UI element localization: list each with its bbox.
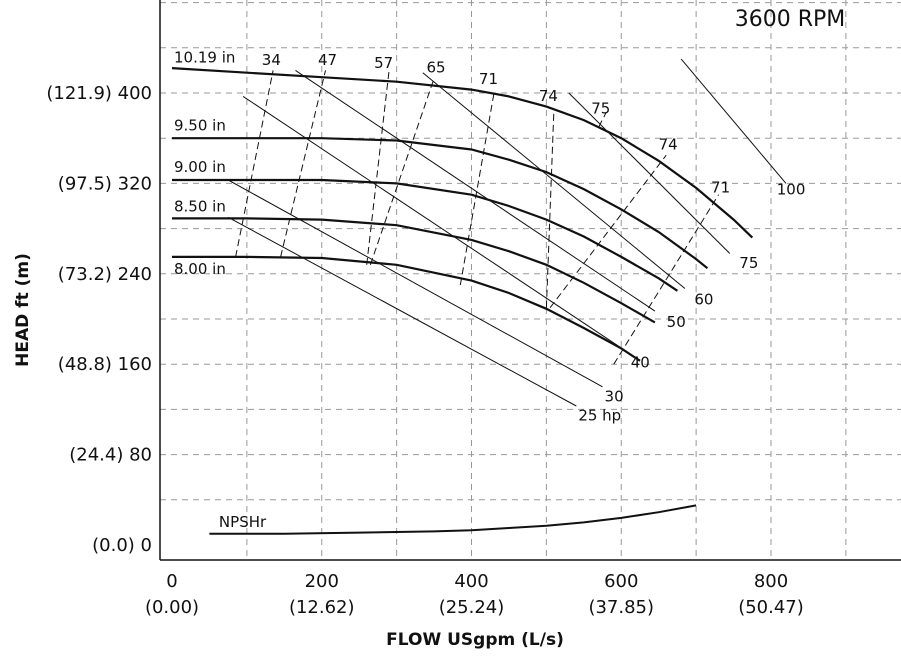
efficiency-label: 71 xyxy=(711,178,730,196)
impeller-curves xyxy=(171,67,754,362)
power-label: 60 xyxy=(694,290,713,308)
y-tick-label: (48.8) 160 xyxy=(58,354,152,375)
impeller-label: 8.50 in xyxy=(174,198,226,216)
x-tick-label: 0 xyxy=(166,571,177,592)
x-tick-sublabel: (37.85) xyxy=(588,597,654,618)
y-tick-label: (73.2) 240 xyxy=(58,264,152,285)
efficiency-curve xyxy=(280,70,326,258)
impeller-curve xyxy=(172,178,679,292)
axes xyxy=(159,0,901,561)
power-curve xyxy=(295,69,656,312)
y-tick-labels: (0.0) 0 (24.4) 80 (48.8) 160 (73.2) 240 (97.… xyxy=(46,83,152,556)
x-tick-sublabel: (25.24) xyxy=(439,597,505,618)
efficiency-curve xyxy=(366,70,390,265)
x-tick-labels: 0 (0.00) 200 (12.62) 400 (25.24) 600 (37.85) 800… xyxy=(145,571,804,618)
power-curve xyxy=(242,95,629,354)
y-tick-label: (0.0) 0 xyxy=(92,535,152,556)
npshr-label: NPSHr xyxy=(219,513,267,531)
x-tick-label: 800 xyxy=(754,571,788,592)
power-curve xyxy=(680,58,787,184)
x-tick-label: 600 xyxy=(604,571,638,592)
efficiency-label: 47 xyxy=(318,51,337,69)
power-label: 100 xyxy=(777,181,806,199)
impeller-label: 9.00 in xyxy=(174,158,226,176)
npshr-line xyxy=(209,504,697,535)
power-curve xyxy=(227,216,577,407)
impeller-curve xyxy=(172,255,641,362)
power-curve xyxy=(227,179,603,388)
efficiency-curve xyxy=(545,109,555,308)
npshr-curve xyxy=(209,504,697,535)
efficiency-label: 34 xyxy=(262,51,281,69)
efficiency-curve xyxy=(369,78,435,265)
power-label: 25 hp xyxy=(578,407,621,425)
impeller-label: 8.00 in xyxy=(174,260,226,278)
x-tick-label: 400 xyxy=(454,571,488,592)
x-tick-label: 200 xyxy=(305,571,339,592)
impeller-curve xyxy=(172,137,709,270)
x-tick-sublabel: (50.47) xyxy=(738,597,804,618)
efficiency-label: 65 xyxy=(427,59,446,77)
y-axis-title: HEAD ft (m) xyxy=(13,253,33,367)
efficiency-label: 74 xyxy=(539,87,558,105)
power-label: 40 xyxy=(631,354,650,372)
impeller-label: 10.19 in xyxy=(174,48,235,66)
x-tick-sublabel: (12.62) xyxy=(289,597,355,618)
grid-lines xyxy=(160,0,901,560)
impeller-label: 9.50 in xyxy=(174,116,226,134)
power-label: 75 xyxy=(739,254,758,272)
power-label: 30 xyxy=(605,387,624,405)
y-tick-label: (24.4) 80 xyxy=(69,445,152,466)
x-tick-sublabel: (0.00) xyxy=(145,597,199,618)
efficiency-curve xyxy=(235,70,274,257)
x-axis-title: FLOW USgpm (L/s) xyxy=(386,630,564,650)
impeller-curve xyxy=(171,67,754,239)
power-label: 50 xyxy=(667,313,686,331)
power-curve xyxy=(568,92,731,254)
curve-labels: 34 47 57 65 71 74 75 74 71 25 hp 30 40 50 60 75 100 10.1… xyxy=(174,48,805,530)
efficiency-label: 74 xyxy=(659,136,678,154)
efficiency-label: 71 xyxy=(479,70,498,88)
power-curves xyxy=(227,58,787,407)
efficiency-curve xyxy=(549,154,667,309)
impeller-curve xyxy=(172,217,656,324)
efficiency-curve xyxy=(613,194,720,365)
efficiency-label: 57 xyxy=(374,54,393,72)
efficiency-curve xyxy=(459,92,495,286)
efficiency-curves xyxy=(235,70,720,365)
power-curve xyxy=(422,72,686,289)
y-tick-label: (121.9) 400 xyxy=(46,83,152,104)
rpm-title: 3600 RPM xyxy=(735,7,846,32)
efficiency-label: 75 xyxy=(591,99,610,117)
y-tick-label: (97.5) 320 xyxy=(58,173,152,194)
